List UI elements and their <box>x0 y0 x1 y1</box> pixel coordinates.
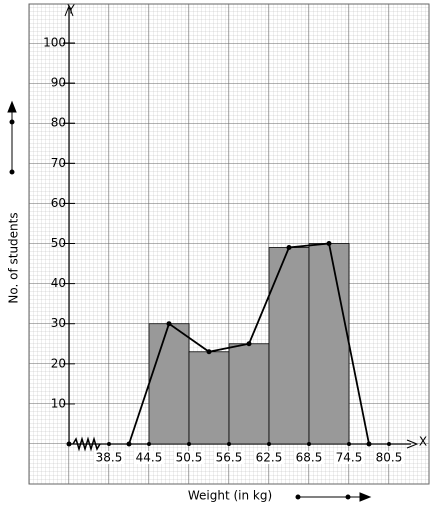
y-tick-label: 100 <box>43 36 66 50</box>
x-tick-label: 62.5 <box>256 451 283 465</box>
bar <box>308 243 350 445</box>
y-tick-label: 90 <box>51 76 66 90</box>
y-tick-label: 70 <box>51 156 66 170</box>
y-tick-label: 30 <box>51 316 66 330</box>
x-tick-label: 56.5 <box>216 451 243 465</box>
origin-dot <box>66 441 72 447</box>
bar <box>188 351 230 445</box>
x-title-arrow <box>295 492 372 502</box>
x-tick-label: 68.5 <box>296 451 323 465</box>
y-axis-arrow <box>64 4 74 17</box>
x-tick-label: 38.5 <box>96 451 123 465</box>
y-tick-label: 20 <box>51 356 66 370</box>
x-tick-label-bg <box>174 451 204 464</box>
x-axis-arrow <box>406 439 419 449</box>
x-tick-label-bg <box>214 451 244 464</box>
polygon-point <box>286 245 292 251</box>
y-tick-label: 10 <box>51 396 66 410</box>
polygon-point <box>326 241 332 246</box>
x-tick <box>347 442 351 446</box>
polygon-point <box>126 441 132 447</box>
x-tick <box>147 442 151 446</box>
polygon-point <box>366 441 372 447</box>
x-tick <box>267 442 271 446</box>
x-tick-label-bg <box>254 451 284 464</box>
x-tick-label-bg <box>374 451 404 464</box>
x-tick-label-bg <box>134 451 164 464</box>
x-tick <box>387 442 391 446</box>
y-tick-label: 40 <box>51 276 66 290</box>
bar <box>228 343 270 445</box>
x-tick <box>227 442 231 446</box>
x-tick-label: 74.5 <box>336 451 363 465</box>
x-tick-label-bg <box>334 451 364 464</box>
y-axis-title: No. of students <box>7 212 21 303</box>
polygon-point <box>246 341 252 347</box>
x-tick <box>307 442 311 446</box>
x-tick-label: 80.5 <box>376 451 403 465</box>
y-tick-label: 80 <box>51 116 66 130</box>
polygon-point <box>206 349 212 355</box>
y-axis-name: Y <box>66 3 75 17</box>
x-tick <box>107 442 111 446</box>
bar <box>268 247 310 445</box>
polygon-point <box>166 321 172 327</box>
x-tick-label-bg <box>294 451 324 464</box>
y-title-arrow <box>7 100 17 175</box>
y-tick-label: 60 <box>51 196 66 210</box>
x-axis-title: Weight (in kg) <box>188 489 272 503</box>
x-tick-label: 50.5 <box>176 451 203 465</box>
bar <box>148 323 190 445</box>
y-tick-label: 50 <box>51 236 66 250</box>
x-tick <box>187 442 191 446</box>
x-tick-label-bg <box>94 451 124 464</box>
x-tick-label: 44.5 <box>136 451 163 465</box>
x-axis-name: X <box>419 435 427 449</box>
